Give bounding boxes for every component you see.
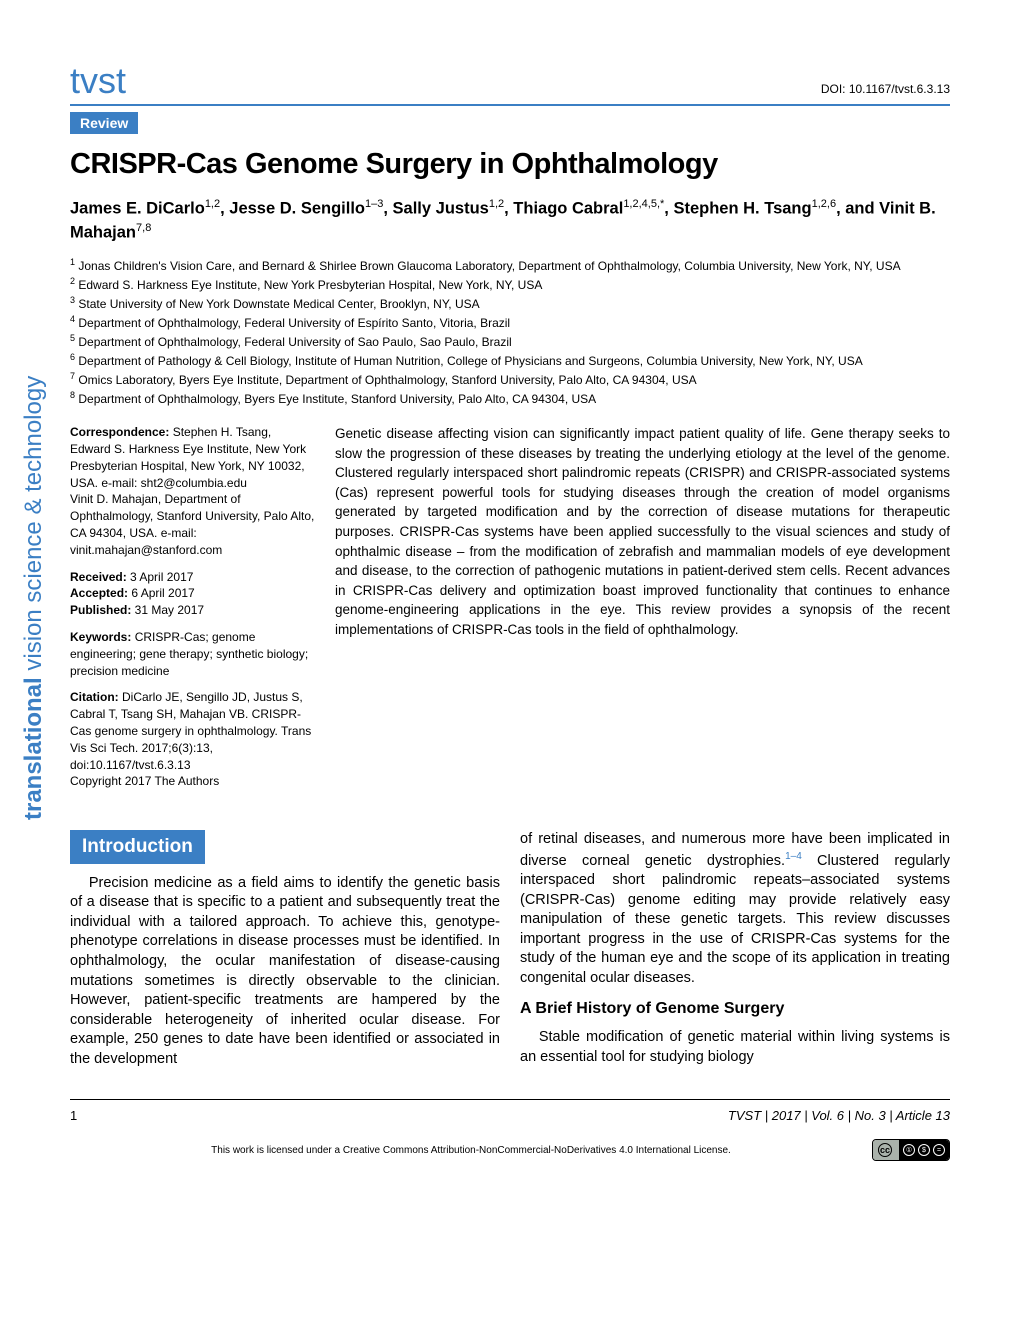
cc-icon: cc [873, 1140, 899, 1160]
citation-block: Citation: DiCarlo JE, Sengillo JD, Justu… [70, 689, 315, 790]
subheading-history: A Brief History of Genome Surgery [520, 998, 950, 1020]
cc-license-badge[interactable]: cc ① $ = [872, 1139, 950, 1161]
footer-citation: TVST | 2017 | Vol. 6 | No. 3 | Article 1… [728, 1108, 950, 1123]
citation-ref[interactable]: 1–4 [785, 851, 802, 862]
cc-nd-icon: = [933, 1144, 945, 1156]
journal-logo: tvst [70, 60, 126, 102]
cc-nc-icon: $ [918, 1144, 930, 1156]
section-header-intro: Introduction [70, 830, 205, 864]
footer-rule [70, 1099, 950, 1100]
abstract-text: Genetic disease affecting vision can sig… [335, 424, 950, 800]
correspondence-block: Correspondence: Stephen H. Tsang, Edward… [70, 424, 315, 558]
affiliation: 3 State University of New York Downstate… [70, 294, 950, 313]
meta-column: Correspondence: Stephen H. Tsang, Edward… [70, 424, 315, 800]
affiliation: 8 Department of Ophthalmology, Byers Eye… [70, 389, 950, 408]
sidebar-bold: translational [20, 677, 47, 820]
article-type-badge: Review [70, 112, 138, 134]
affiliation: 2 Edward S. Harkness Eye Institute, New … [70, 275, 950, 294]
page-number: 1 [70, 1108, 77, 1123]
affiliation: 5 Department of Ophthalmology, Federal U… [70, 332, 950, 351]
affiliation: 7 Omics Laboratory, Byers Eye Institute,… [70, 370, 950, 389]
header-rule [70, 104, 950, 106]
intro-paragraph-3: Stable modification of genetic material … [520, 1028, 950, 1067]
affiliation: 1 Jonas Children's Vision Care, and Bern… [70, 256, 950, 275]
authors-line: James E. DiCarlo1,2, Jesse D. Sengillo1–… [70, 197, 950, 244]
doi-text: DOI: 10.1167/tvst.6.3.13 [821, 82, 950, 96]
license-text: This work is licensed under a Creative C… [70, 1145, 872, 1156]
body-column-left: Introduction Precision medicine as a fie… [70, 830, 500, 1069]
intro-paragraph-2: of retinal diseases, and numerous more h… [520, 830, 950, 988]
affiliations-block: 1 Jonas Children's Vision Care, and Bern… [70, 256, 950, 408]
affiliation: 6 Department of Pathology & Cell Biology… [70, 351, 950, 370]
cc-by-icon: ① [903, 1144, 915, 1156]
cc-terms: ① $ = [899, 1140, 949, 1160]
intro-paragraph-1: Precision medicine as a field aims to id… [70, 874, 500, 1070]
article-title: CRISPR-Cas Genome Surgery in Ophthalmolo… [70, 148, 950, 181]
keywords-block: Keywords: CRISPR-Cas; genome engineering… [70, 629, 315, 679]
body-column-right: of retinal diseases, and numerous more h… [520, 830, 950, 1069]
sidebar-rest: vision science & technology [20, 376, 47, 678]
affiliation: 4 Department of Ophthalmology, Federal U… [70, 313, 950, 332]
journal-sidebar: translational vision science & technolog… [20, 376, 48, 820]
dates-block: Received: 3 April 2017 Accepted: 6 April… [70, 569, 315, 619]
